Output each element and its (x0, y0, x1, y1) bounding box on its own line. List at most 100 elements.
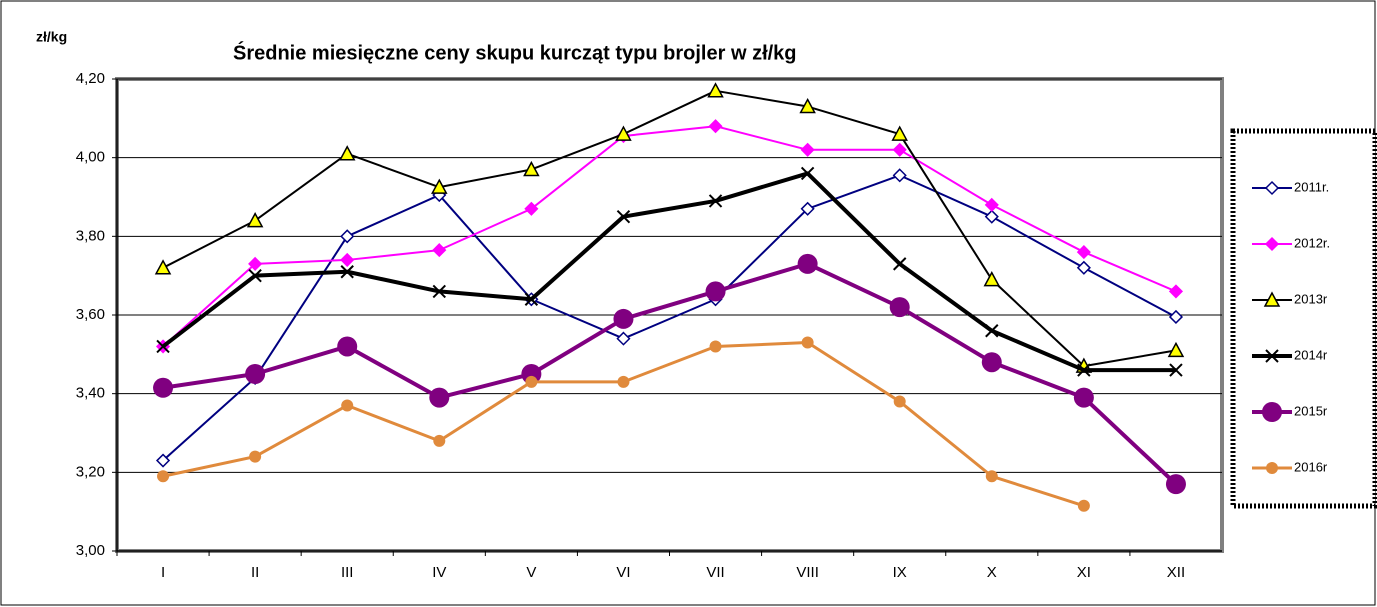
marker (800, 142, 815, 157)
marker (985, 324, 999, 338)
marker (248, 256, 263, 271)
y-tick-label: 3,00 (76, 542, 105, 559)
marker (985, 470, 998, 483)
x-tick-label: XI (1077, 564, 1091, 581)
legend-label: 2015r (1294, 403, 1328, 418)
y-tick-label: 3,60 (76, 306, 105, 323)
marker (800, 201, 815, 216)
marker (1165, 474, 1186, 495)
marker (797, 253, 818, 274)
marker (153, 377, 174, 398)
x-tick-label: IX (893, 564, 907, 581)
marker (1168, 309, 1184, 325)
x-tick-label: VI (616, 564, 630, 581)
marker (983, 271, 1001, 287)
marker (613, 308, 634, 329)
x-tick-label: X (987, 564, 997, 581)
marker (1168, 284, 1184, 299)
y-axis-label: zł/kg (36, 29, 67, 45)
y-tick-label: 3,20 (76, 463, 105, 480)
marker (1262, 402, 1282, 422)
marker (708, 194, 723, 208)
legend-label: 2014r (1294, 347, 1328, 362)
marker (432, 243, 447, 258)
marker (616, 331, 631, 346)
marker (524, 292, 539, 306)
marker (429, 387, 450, 408)
marker (525, 375, 538, 388)
legend-label: 2012r. (1294, 235, 1330, 250)
marker (708, 119, 723, 134)
chart-title: Średnie miesięczne ceny skupu kurcząt ty… (233, 40, 797, 64)
marker (617, 375, 630, 388)
legend-label: 2013r (1294, 291, 1328, 306)
marker (524, 201, 539, 216)
marker (155, 453, 171, 468)
y-tick-label: 4,00 (76, 149, 105, 166)
x-tick-label: V (526, 564, 536, 581)
marker (709, 340, 722, 353)
marker (1167, 341, 1185, 358)
x-tick-label: VII (706, 564, 724, 581)
marker (893, 257, 907, 271)
marker (1076, 245, 1091, 260)
marker (705, 281, 726, 302)
marker (337, 336, 358, 357)
marker (707, 82, 724, 98)
y-tick-label: 4,20 (76, 70, 105, 87)
series-line (161, 171, 1176, 373)
marker (984, 209, 999, 224)
legend-label: 2011r. (1294, 179, 1329, 194)
marker (246, 212, 264, 228)
x-tick-label: XII (1167, 564, 1185, 581)
marker (616, 209, 631, 224)
marker (1263, 291, 1281, 307)
marker (340, 229, 355, 244)
legend-frame (1230, 128, 1377, 509)
marker (984, 197, 999, 212)
marker (1076, 260, 1091, 275)
marker (892, 142, 907, 157)
marker (1264, 236, 1280, 252)
marker (157, 470, 170, 483)
x-tick-label: VIII (796, 564, 819, 581)
marker (799, 97, 816, 114)
series-line (162, 125, 1177, 348)
x-tick-label: II (251, 564, 259, 581)
series-line (162, 261, 1178, 486)
marker (523, 160, 540, 177)
x-tick-label: III (341, 564, 354, 581)
marker (800, 166, 815, 181)
marker (154, 259, 172, 275)
marker (893, 395, 906, 408)
marker (981, 352, 1002, 373)
marker (340, 265, 354, 279)
marker (615, 125, 632, 141)
marker (1077, 499, 1090, 512)
marker (889, 297, 910, 318)
marker (433, 434, 446, 447)
marker (340, 252, 355, 267)
marker (432, 284, 446, 299)
marker (1077, 363, 1091, 377)
marker (431, 178, 448, 194)
marker (248, 268, 262, 283)
marker (249, 450, 262, 463)
marker (341, 399, 354, 412)
marker (892, 168, 907, 183)
series-line (162, 89, 1177, 368)
y-tick-label: 3,80 (76, 227, 105, 244)
marker (338, 145, 356, 161)
marker (1266, 462, 1278, 474)
marker (1265, 349, 1279, 363)
legend-label: 2016r (1294, 459, 1328, 474)
marker (245, 364, 266, 384)
marker (156, 339, 170, 354)
y-tick-label: 3,40 (76, 385, 105, 402)
marker (1264, 180, 1280, 196)
marker (801, 336, 814, 349)
marker (1073, 387, 1094, 408)
marker (891, 125, 908, 141)
marker (1169, 363, 1183, 377)
